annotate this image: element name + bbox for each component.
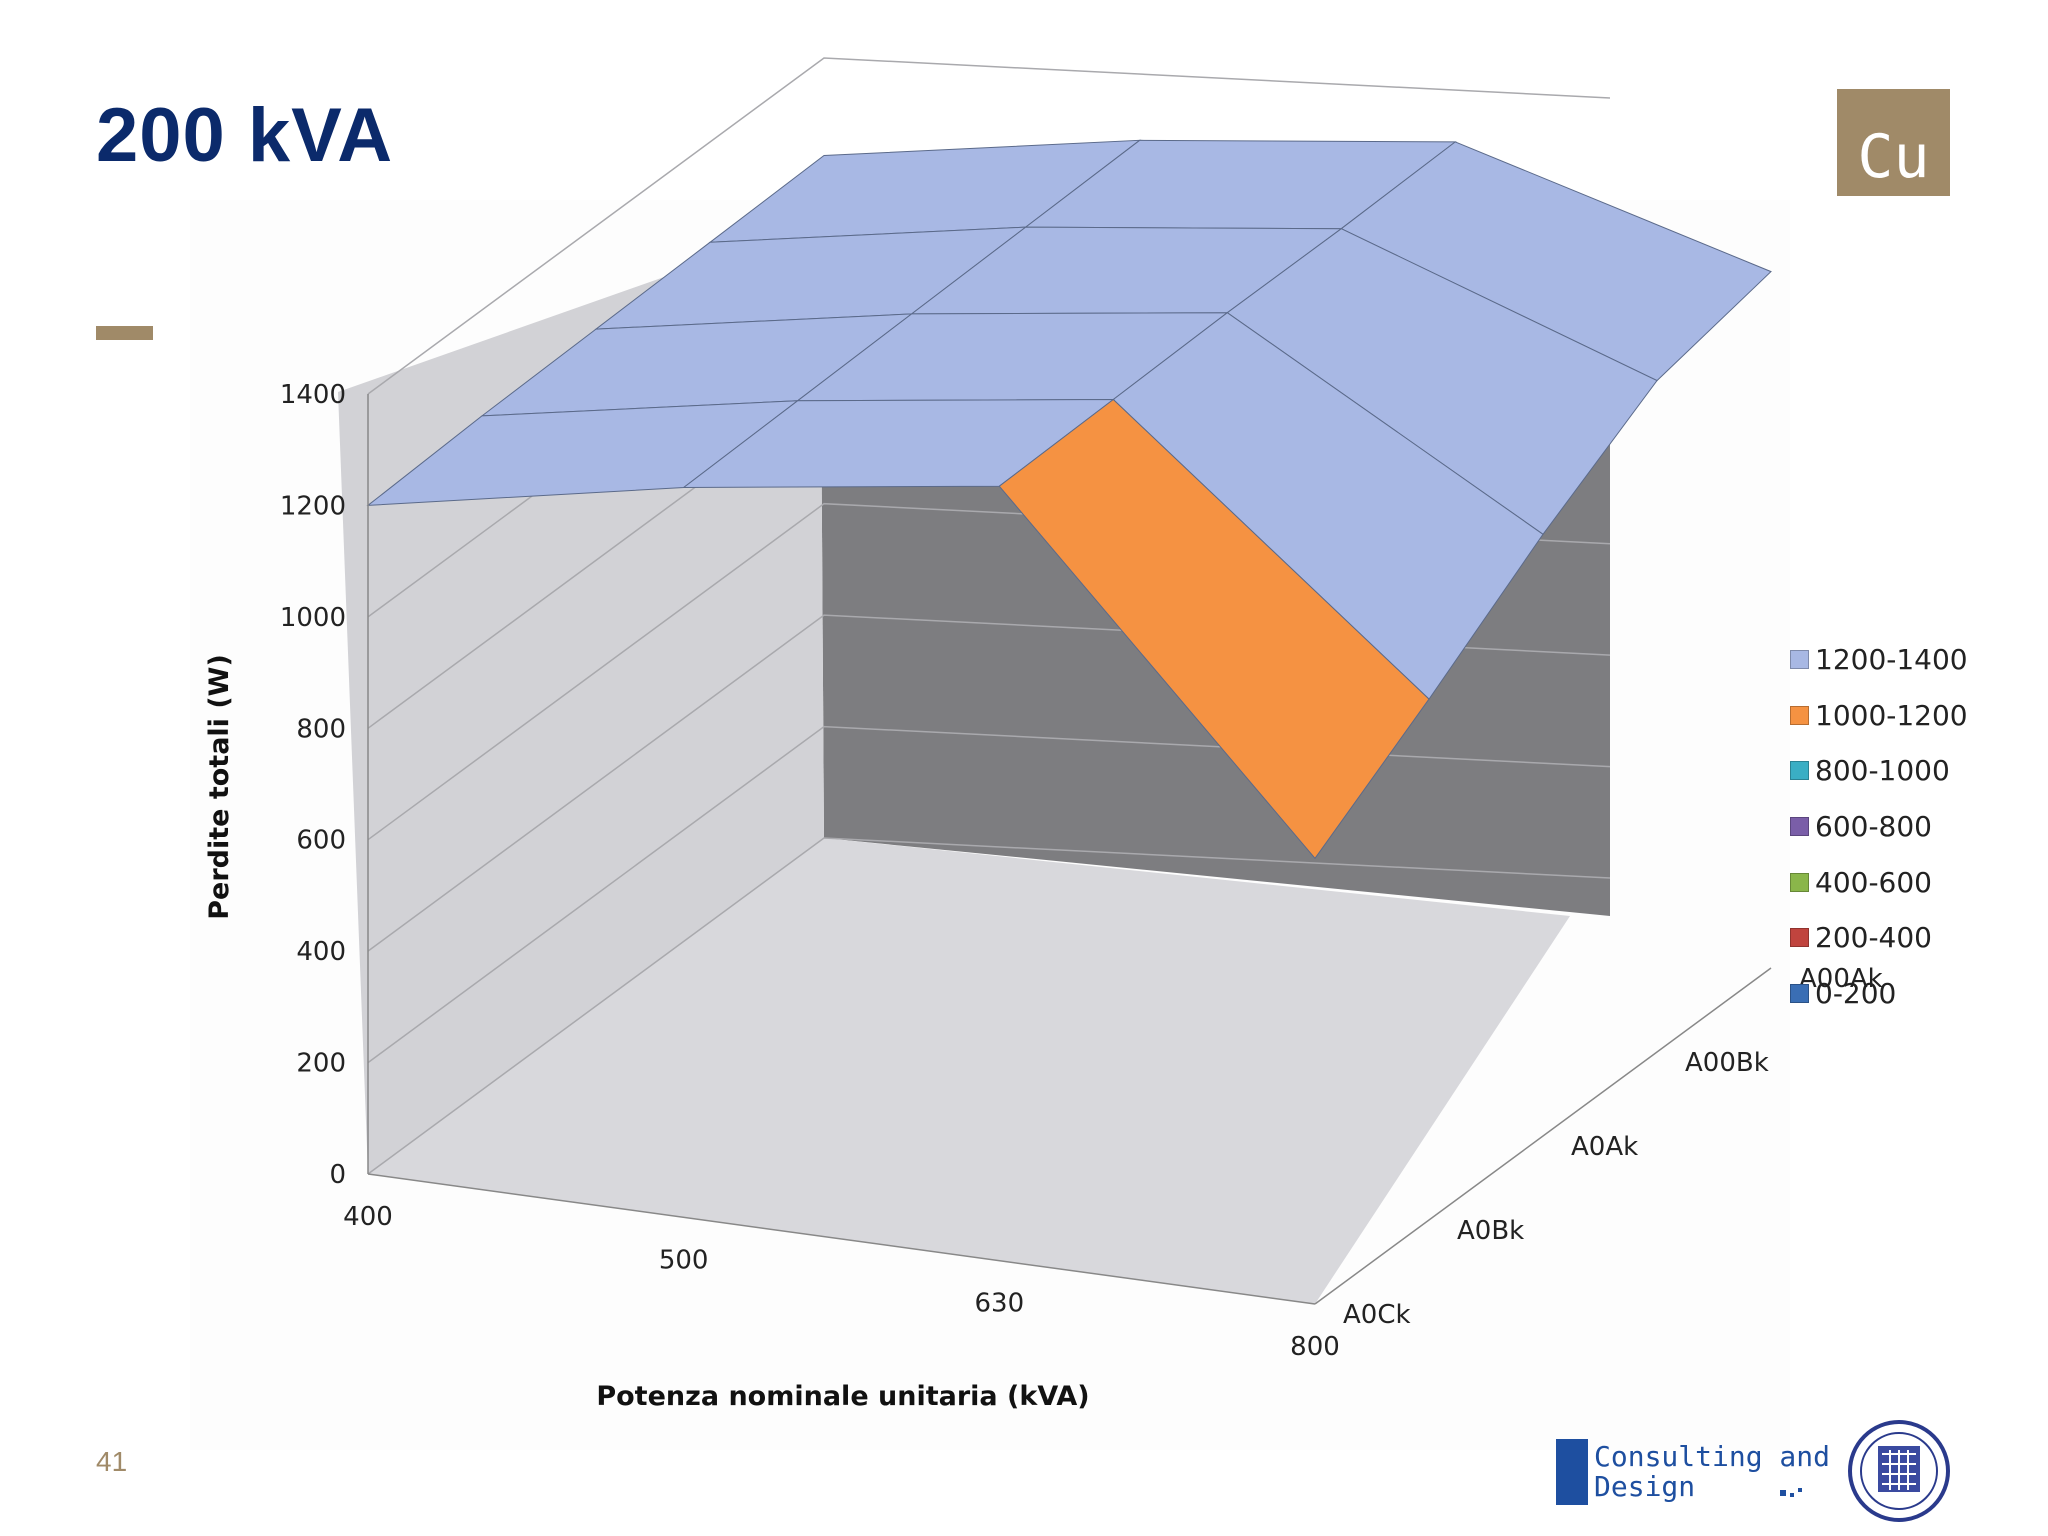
chart-floor: [368, 838, 1570, 1304]
logo-text: Consulting and Design: [1594, 1440, 1831, 1503]
title-accent-bar: [96, 326, 153, 340]
z-tick-label: 400: [296, 937, 346, 967]
z-tick-label: 600: [296, 826, 346, 856]
legend-swatch: [1790, 983, 1809, 1003]
legend-item: 600-800: [1790, 799, 2010, 855]
x-axis-title: Potenza nominale unitaria (kVA): [596, 1381, 1089, 1412]
depth-tick-label: A00Ak: [1799, 964, 1883, 994]
x-tick-label: 630: [975, 1289, 1025, 1319]
legend-label: 200-400: [1815, 921, 1932, 955]
z-tick-label: 1000: [280, 603, 346, 633]
page-number: 41: [96, 1446, 128, 1477]
legend-label: 1000-1200: [1815, 698, 1968, 732]
legend-label: 400-600: [1815, 865, 1932, 899]
axes: [367, 394, 1772, 1305]
gridline: [367, 837, 1611, 1175]
depth-tick-label: A0Bk: [1457, 1216, 1524, 1246]
depth-tick-label: A00Bk: [1685, 1048, 1769, 1078]
surface-patches: [366, 139, 1772, 860]
x-tick-label: 500: [659, 1245, 709, 1275]
gridline: [367, 57, 1611, 395]
logo-mark-icon: [1556, 1439, 1588, 1505]
legend-label: 0-200: [1815, 976, 1897, 1010]
slide-title: 200 kVA: [96, 93, 394, 178]
legend-swatch: [1790, 817, 1809, 837]
legend-swatch: [1790, 650, 1809, 670]
legend-item: 1200-1400: [1790, 632, 2010, 688]
chart-legend: 1200-1400 1000-1200 800-1000 600-800 400-600…: [1790, 632, 2010, 1021]
legend-swatch: [1790, 761, 1809, 781]
legend-label: 1200-1400: [1815, 643, 1968, 677]
surface-patch: [998, 398, 1430, 860]
z-tick-label: 800: [296, 714, 346, 744]
legend-item: 400-600: [1790, 854, 2010, 910]
legend-item: 1000-1200: [1790, 688, 2010, 744]
legend-swatch: [1790, 872, 1809, 892]
depth-axis-line: [1314, 967, 1772, 1305]
legend-item: 0-200: [1790, 966, 2010, 1022]
legend-swatch: [1790, 705, 1809, 725]
legend-swatch: [1790, 928, 1809, 948]
z-tick-label: 1400: [280, 380, 346, 410]
y-axis-title: Perdite totali (W): [204, 654, 235, 920]
consulting-design-logo: Consulting and Design: [1556, 1436, 1830, 1508]
tick-labels: 0200400600800100012001400400500630800A0C…: [280, 380, 1883, 1362]
legend-item: 200-400: [1790, 910, 2010, 966]
logo-dots-icon: [1780, 1488, 1802, 1497]
x-tick-label: 400: [343, 1202, 393, 1232]
cu-badge: Cu: [1837, 89, 1950, 196]
z-tick-label: 0: [329, 1160, 346, 1190]
legend-label: 600-800: [1815, 810, 1932, 844]
z-tick-label: 200: [296, 1049, 346, 1079]
x-axis-line: [367, 1173, 1316, 1305]
legend-item: 800-1000: [1790, 743, 2010, 799]
depth-tick-label: A0Ck: [1343, 1300, 1411, 1330]
depth-tick-label: A0Ak: [1571, 1132, 1638, 1162]
z-tick-label: 1200: [280, 491, 346, 521]
university-seal-icon: [1848, 1420, 1950, 1522]
x-tick-label: 800: [1290, 1332, 1340, 1362]
legend-label: 800-1000: [1815, 754, 1950, 788]
